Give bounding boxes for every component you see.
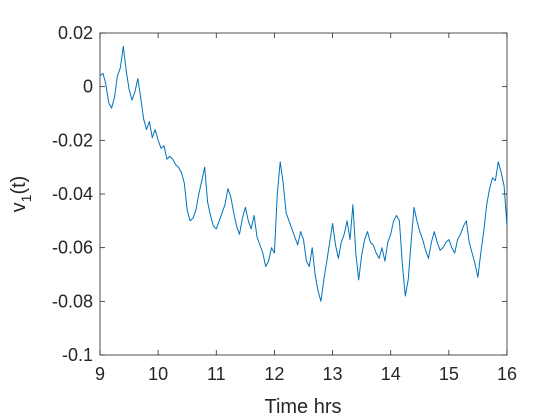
series-layer (99, 45, 508, 302)
series-line-1 (99, 45, 508, 302)
x-axis-ticks: 9 10 11 12 13 14 15 16 (95, 33, 517, 384)
x-tick-label: 15 (439, 364, 459, 384)
y-axis-ticks: 0.02 0 -0.02 -0.04 -0.06 -0.08 -0.1 (52, 23, 507, 365)
y-tick-label: 0 (83, 77, 93, 97)
svg-text:v1(t): v1(t) (8, 176, 34, 213)
y-tick-label: -0.1 (62, 345, 93, 365)
plot-area-frame (99, 32, 508, 356)
x-tick-label: 13 (323, 364, 343, 384)
y-tick-label: -0.02 (52, 130, 93, 150)
y-tick-label: 0.02 (58, 23, 93, 43)
y-tick-label: -0.04 (52, 184, 93, 204)
x-tick-label: 11 (207, 364, 226, 384)
y-axis-label-sub: 1 (18, 194, 34, 202)
y-axis-label: v1(t) (8, 176, 34, 213)
x-tick-label: 12 (264, 364, 284, 384)
y-axis-label-suffix: (t) (8, 176, 30, 195)
x-tick-label: 16 (497, 364, 517, 384)
x-tick-label: 9 (95, 364, 105, 384)
y-tick-label: -0.06 (52, 238, 93, 258)
x-tick-label: 14 (381, 364, 401, 384)
y-tick-label: -0.08 (52, 291, 93, 311)
x-tick-label: 10 (148, 364, 168, 384)
y-axis-label-main: v (8, 202, 30, 212)
x-axis-label: Time hrs (264, 396, 341, 418)
